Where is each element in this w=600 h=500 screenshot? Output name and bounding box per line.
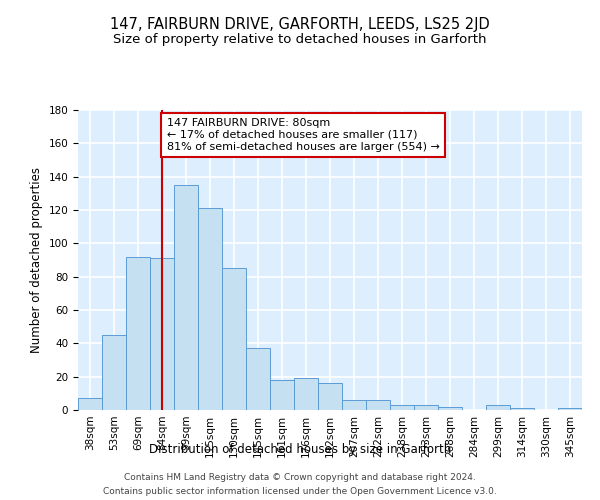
Bar	[198, 208, 222, 410]
Bar	[126, 256, 150, 410]
Text: Distribution of detached houses by size in Garforth: Distribution of detached houses by size …	[149, 442, 451, 456]
Bar	[366, 400, 390, 410]
Bar	[342, 400, 366, 410]
Bar	[414, 405, 438, 410]
Bar	[102, 335, 126, 410]
Bar	[486, 405, 510, 410]
Bar	[318, 384, 342, 410]
Bar	[270, 380, 294, 410]
Bar	[390, 405, 414, 410]
Bar	[150, 258, 174, 410]
Text: 147, FAIRBURN DRIVE, GARFORTH, LEEDS, LS25 2JD: 147, FAIRBURN DRIVE, GARFORTH, LEEDS, LS…	[110, 18, 490, 32]
Bar	[222, 268, 246, 410]
Text: Contains HM Land Registry data © Crown copyright and database right 2024.: Contains HM Land Registry data © Crown c…	[124, 472, 476, 482]
Text: Contains public sector information licensed under the Open Government Licence v3: Contains public sector information licen…	[103, 488, 497, 496]
Text: 147 FAIRBURN DRIVE: 80sqm
← 17% of detached houses are smaller (117)
81% of semi: 147 FAIRBURN DRIVE: 80sqm ← 17% of detac…	[167, 118, 440, 152]
Bar	[510, 408, 534, 410]
Bar	[558, 408, 582, 410]
Y-axis label: Number of detached properties: Number of detached properties	[30, 167, 43, 353]
Bar	[246, 348, 270, 410]
Bar	[294, 378, 318, 410]
Text: Size of property relative to detached houses in Garforth: Size of property relative to detached ho…	[113, 32, 487, 46]
Bar	[78, 398, 102, 410]
Bar	[174, 185, 198, 410]
Bar	[438, 406, 462, 410]
